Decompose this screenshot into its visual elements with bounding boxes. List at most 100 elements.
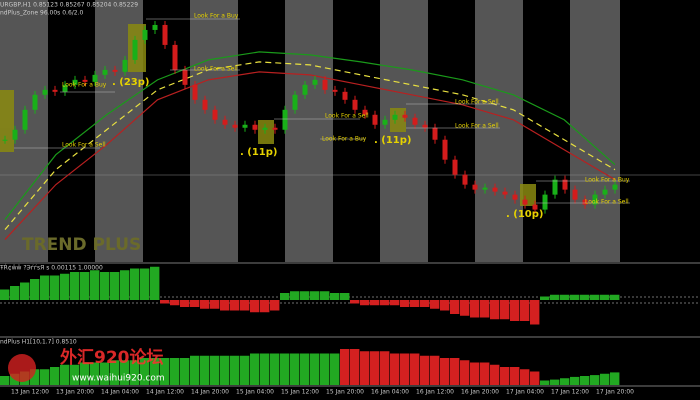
strength-bar (420, 355, 430, 385)
annotation: Look For a Buy (62, 82, 107, 89)
time-axis: 13 Jan 12:00 13 Jan 20:00 14 Jan 04:00 14 J… (11, 389, 634, 396)
strength-bar (170, 358, 180, 385)
candle (472, 184, 478, 190)
oscillator-bar (100, 272, 110, 300)
zones (0, 24, 536, 206)
oscillator-bar (230, 300, 240, 311)
strength-bar (90, 362, 100, 385)
candle (392, 114, 398, 120)
candle (542, 194, 548, 210)
strength-bar (260, 353, 270, 385)
oscillator-bar (430, 300, 440, 309)
strength-bar (250, 353, 260, 385)
oscillator-bar (470, 300, 480, 318)
strength-bar (70, 364, 80, 385)
strength-bar (570, 376, 580, 385)
oscillator-bar (150, 266, 160, 300)
candle (262, 127, 268, 130)
strength-bar (330, 353, 340, 385)
candle (132, 39, 138, 60)
price-panel (2, 20, 618, 240)
strength-bar (120, 360, 130, 385)
candle (122, 59, 128, 72)
candle (402, 114, 408, 118)
strength-bar (390, 353, 400, 385)
candle (482, 187, 488, 190)
oscillator-bar (140, 268, 150, 300)
oscillator-bar (580, 294, 590, 300)
annotation: Look For a Buy (585, 177, 630, 184)
pip-label: . (10p) (506, 209, 544, 220)
strength-bar (140, 358, 150, 385)
candle (572, 189, 578, 200)
strength-bar (30, 369, 40, 385)
oscillator-bar (0, 289, 10, 300)
strength-bar (460, 360, 470, 385)
candle (352, 99, 358, 110)
strength-bar (550, 379, 560, 385)
oscillator-bar (330, 293, 340, 300)
candle (452, 159, 458, 175)
candle (12, 129, 18, 140)
strength-bar (580, 376, 590, 385)
time-label: 17 Jan 20:00 (596, 389, 634, 396)
oscillator-bar (60, 273, 70, 300)
strength-bar (40, 369, 50, 385)
strength-bar (540, 380, 550, 385)
candle (42, 89, 48, 95)
oscillator-bar (610, 294, 620, 300)
candle (302, 84, 308, 95)
time-label: 17 Jan 12:00 (551, 389, 589, 396)
oscillator-bar (450, 300, 460, 314)
oscillator-bar (210, 300, 220, 309)
annotation: Look For a Sell (325, 113, 369, 120)
strength-panel (0, 349, 620, 385)
strength-bar (470, 362, 480, 385)
strength-bar (450, 358, 460, 385)
candle (112, 69, 118, 72)
candle (62, 84, 68, 92)
oscillator-bar (270, 300, 280, 311)
candle (292, 94, 298, 110)
oscillator-bar (480, 300, 490, 318)
strength-bar (230, 355, 240, 385)
oscillator-bar (380, 300, 390, 306)
oscillator-bar (360, 300, 370, 306)
oscillator-bar (340, 293, 350, 300)
oscillator-bar (50, 275, 60, 300)
strength-bar (220, 355, 230, 385)
candle (72, 79, 78, 85)
strength-bar (280, 353, 290, 385)
candle (412, 117, 418, 125)
time-label: 15 Jan 12:00 (281, 389, 319, 396)
annotation: Look For a Sell (455, 123, 499, 130)
strength-bar (410, 353, 420, 385)
oscillator-bar (180, 300, 190, 307)
candle (102, 69, 108, 75)
oscillator-bar (530, 300, 540, 325)
strength-bar (500, 367, 510, 385)
strength-label: ndPlus H1[10,1.7] 0.8510 (0, 339, 77, 346)
oscillator-bar (300, 291, 310, 300)
candle (592, 194, 598, 205)
oscillator-bar (390, 300, 400, 306)
candle (552, 179, 558, 195)
oscillator-bar (110, 272, 120, 300)
strength-bar (440, 358, 450, 385)
oscillator-bar (200, 300, 210, 309)
symbol-line: URGBP,H1 0.85123 0.85267 0.85204 0.85229 (0, 2, 138, 9)
oscillator-bar (250, 300, 260, 313)
oscillator-bar (520, 300, 530, 321)
oscillator-bar (190, 300, 200, 307)
pip-label: . (11p) (374, 135, 412, 146)
strength-bar (340, 349, 350, 385)
session-bands (0, 0, 620, 262)
oscillator-bar (160, 300, 170, 304)
strength-bar (50, 367, 60, 385)
candle (32, 94, 38, 110)
candle (362, 109, 368, 115)
candle (82, 79, 88, 82)
oscillator-bar (170, 300, 180, 306)
candle (312, 79, 318, 85)
candle (372, 114, 378, 125)
